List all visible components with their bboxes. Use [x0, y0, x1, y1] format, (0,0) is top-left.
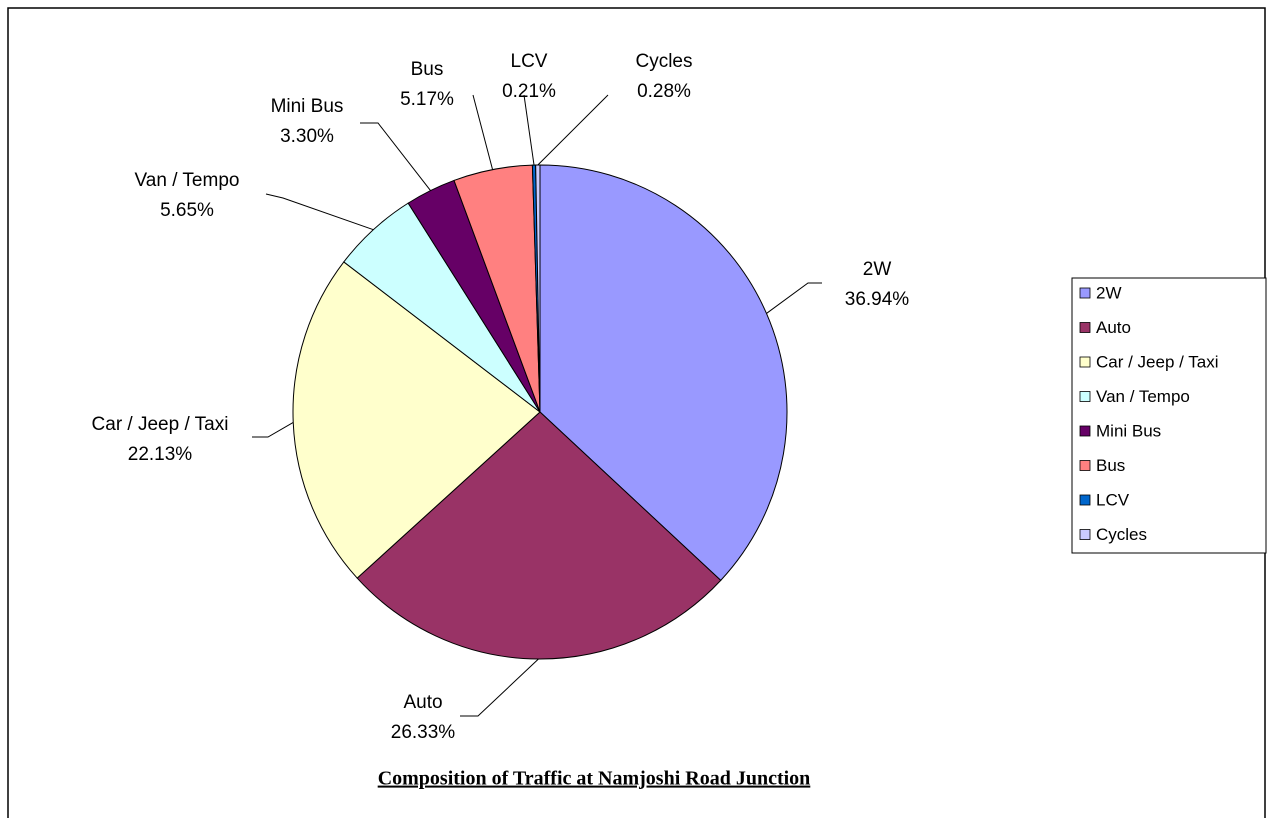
- slice-label: LCV: [511, 51, 548, 72]
- legend-label: Bus: [1096, 456, 1125, 475]
- value-label: 0.21%: [502, 81, 556, 102]
- slice-label: 2W: [863, 259, 892, 280]
- legend-swatch: [1079, 529, 1091, 540]
- value-label: 22.13%: [128, 444, 193, 465]
- legend-label: Auto: [1096, 318, 1131, 337]
- legend-swatch: [1079, 391, 1091, 402]
- legend-label: Mini Bus: [1096, 421, 1161, 440]
- pie-slice: [539, 164, 788, 582]
- legend-box: [1071, 277, 1267, 554]
- value-label: 26.33%: [391, 722, 456, 743]
- slice-label: Cycles: [635, 51, 692, 72]
- leader-line: [252, 421, 294, 438]
- legend-label: LCV: [1096, 490, 1130, 509]
- legend-swatch: [1079, 287, 1091, 299]
- legend-swatch: [1079, 460, 1091, 471]
- value-label: 36.94%: [845, 289, 910, 310]
- slice-label: Auto: [403, 692, 442, 713]
- legend-swatch: [1079, 322, 1091, 333]
- leader-line: [265, 193, 374, 231]
- value-label: 5.65%: [160, 200, 214, 221]
- leader-line: [472, 94, 494, 170]
- value-label: 5.17%: [400, 89, 454, 110]
- value-label: 3.30%: [280, 126, 334, 147]
- pie-slice: [535, 164, 541, 413]
- slice-label: Van / Tempo: [135, 170, 240, 191]
- slice-label: Mini Bus: [271, 96, 344, 117]
- legend-label: Cycles: [1096, 525, 1147, 544]
- leader-line: [523, 94, 535, 166]
- leader-line: [766, 282, 822, 314]
- legend-swatch: [1079, 425, 1091, 437]
- pie-slice: [292, 261, 541, 579]
- legend-label: Car / Jeep / Taxi: [1096, 352, 1219, 371]
- legend-swatch: [1079, 494, 1091, 506]
- value-label: 0.28%: [637, 81, 691, 102]
- leader-line: [460, 658, 539, 717]
- legend-swatch: [1079, 356, 1091, 368]
- leader-line: [360, 122, 431, 191]
- leader-line: [537, 94, 609, 166]
- legend-label: Van / Tempo: [1096, 387, 1190, 406]
- slice-label: Car / Jeep / Taxi: [92, 414, 229, 435]
- legend-label: 2W: [1096, 283, 1122, 302]
- slice-label: Bus: [411, 59, 444, 80]
- chart-title: Composition of Traffic at Namjoshi Road …: [378, 768, 811, 790]
